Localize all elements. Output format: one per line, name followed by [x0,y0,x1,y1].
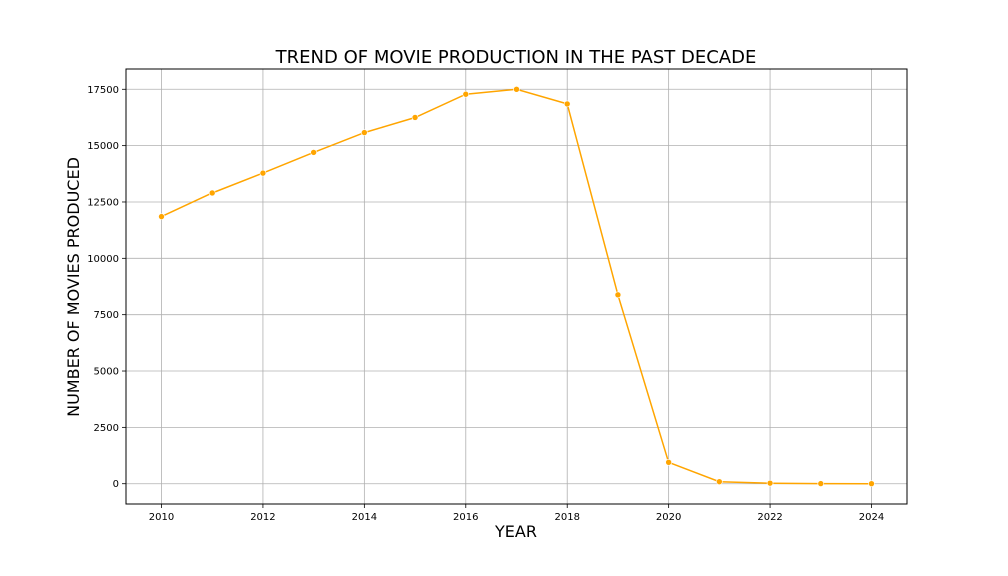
x-tick-label: 2024 [859,512,884,523]
data-point [462,90,470,98]
y-axis: 0 2500 5000 7500 10000 12500 15000 17500 [87,85,126,490]
x-axis: 2010 2012 2014 2016 2018 2020 2022 2024 [149,504,884,523]
chart-title: TREND OF MOVIE PRODUCTION IN THE PAST DE… [275,47,757,68]
data-point [208,189,216,197]
y-tick-label: 7500 [94,310,119,321]
y-axis-label: NUMBER OF MOVIES PRODUCED [64,157,83,417]
data-point [665,459,672,466]
grid [126,69,907,504]
x-tick-label: 2010 [149,512,174,523]
y-tick-label: 17500 [87,85,119,96]
data-point [513,85,520,93]
y-tick-label: 10000 [87,254,119,265]
x-axis-label: YEAR [494,522,537,541]
data-point [411,114,419,121]
data-point [563,100,571,108]
data-point [766,479,774,487]
x-tick-label: 2020 [656,512,681,523]
y-tick-label: 12500 [87,197,119,208]
y-tick-label: 0 [113,479,119,490]
x-tick-label: 2018 [554,512,579,523]
data-point [158,213,165,220]
y-tick-label: 5000 [94,367,119,378]
data-point [817,480,825,487]
data-point [361,129,368,136]
axes-frame [125,68,908,505]
x-tick-label: 2014 [352,512,377,523]
data-point [614,291,622,299]
data-point [259,169,267,177]
data-point [716,478,723,485]
x-tick-label: 2022 [757,512,782,523]
data-point [868,480,875,487]
x-tick-label: 2012 [250,512,275,523]
y-tick-label: 2500 [94,423,119,434]
y-tick-label: 15000 [87,141,119,152]
plot-area [158,85,875,487]
x-tick-label: 2016 [453,512,478,523]
data-point [310,149,317,156]
